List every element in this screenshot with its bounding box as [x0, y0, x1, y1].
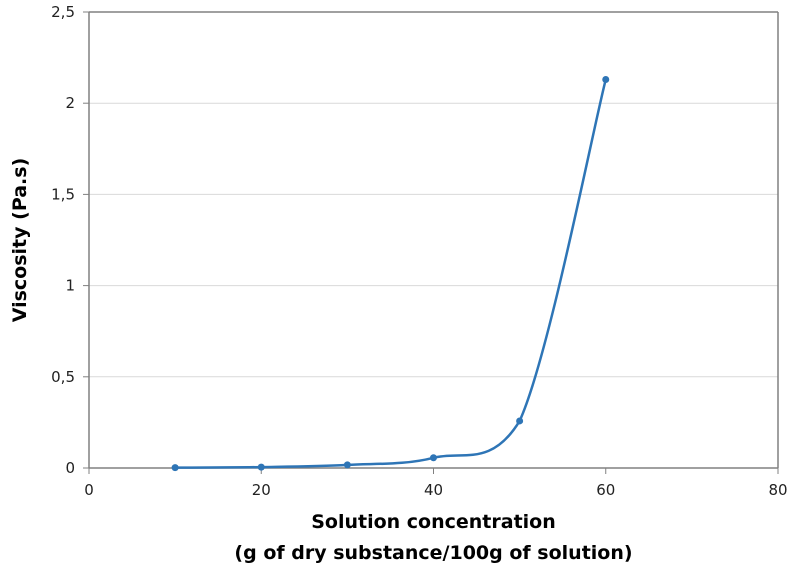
y-axis-ticks: 0 0,5 1 1,5 2 2,5 [51, 3, 89, 477]
data-point [602, 75, 610, 83]
x-tick-label: 60 [596, 481, 615, 499]
data-point [343, 461, 351, 469]
gridlines [89, 11, 778, 378]
data-point [430, 454, 437, 462]
y-tick-label: 1 [65, 277, 75, 295]
series-line [175, 79, 607, 469]
y-tick-label: 2 [65, 94, 75, 112]
data-point [257, 463, 265, 471]
x-axis-title-line2: (g of dry substance/100g of solution) [234, 542, 633, 564]
x-axis-ticks: 0 20 40 60 80 [84, 468, 788, 499]
plot-frame [88, 11, 779, 469]
x-tick-label: 0 [84, 481, 94, 499]
data-point [516, 417, 524, 425]
x-tick-label: 20 [252, 481, 271, 499]
y-tick-label: 1,5 [51, 185, 75, 203]
x-tick-label: 80 [768, 481, 787, 499]
data-markers [171, 75, 610, 472]
x-axis-title-line1: Solution concentration [311, 511, 556, 533]
y-tick-label: 0,5 [51, 368, 75, 386]
y-tick-label: 0 [65, 459, 75, 477]
data-point [171, 464, 179, 472]
x-tick-label: 40 [424, 481, 443, 499]
y-tick-label: 2,5 [51, 3, 75, 21]
y-axis-title: Viscosity (Pa.s) [9, 157, 31, 323]
